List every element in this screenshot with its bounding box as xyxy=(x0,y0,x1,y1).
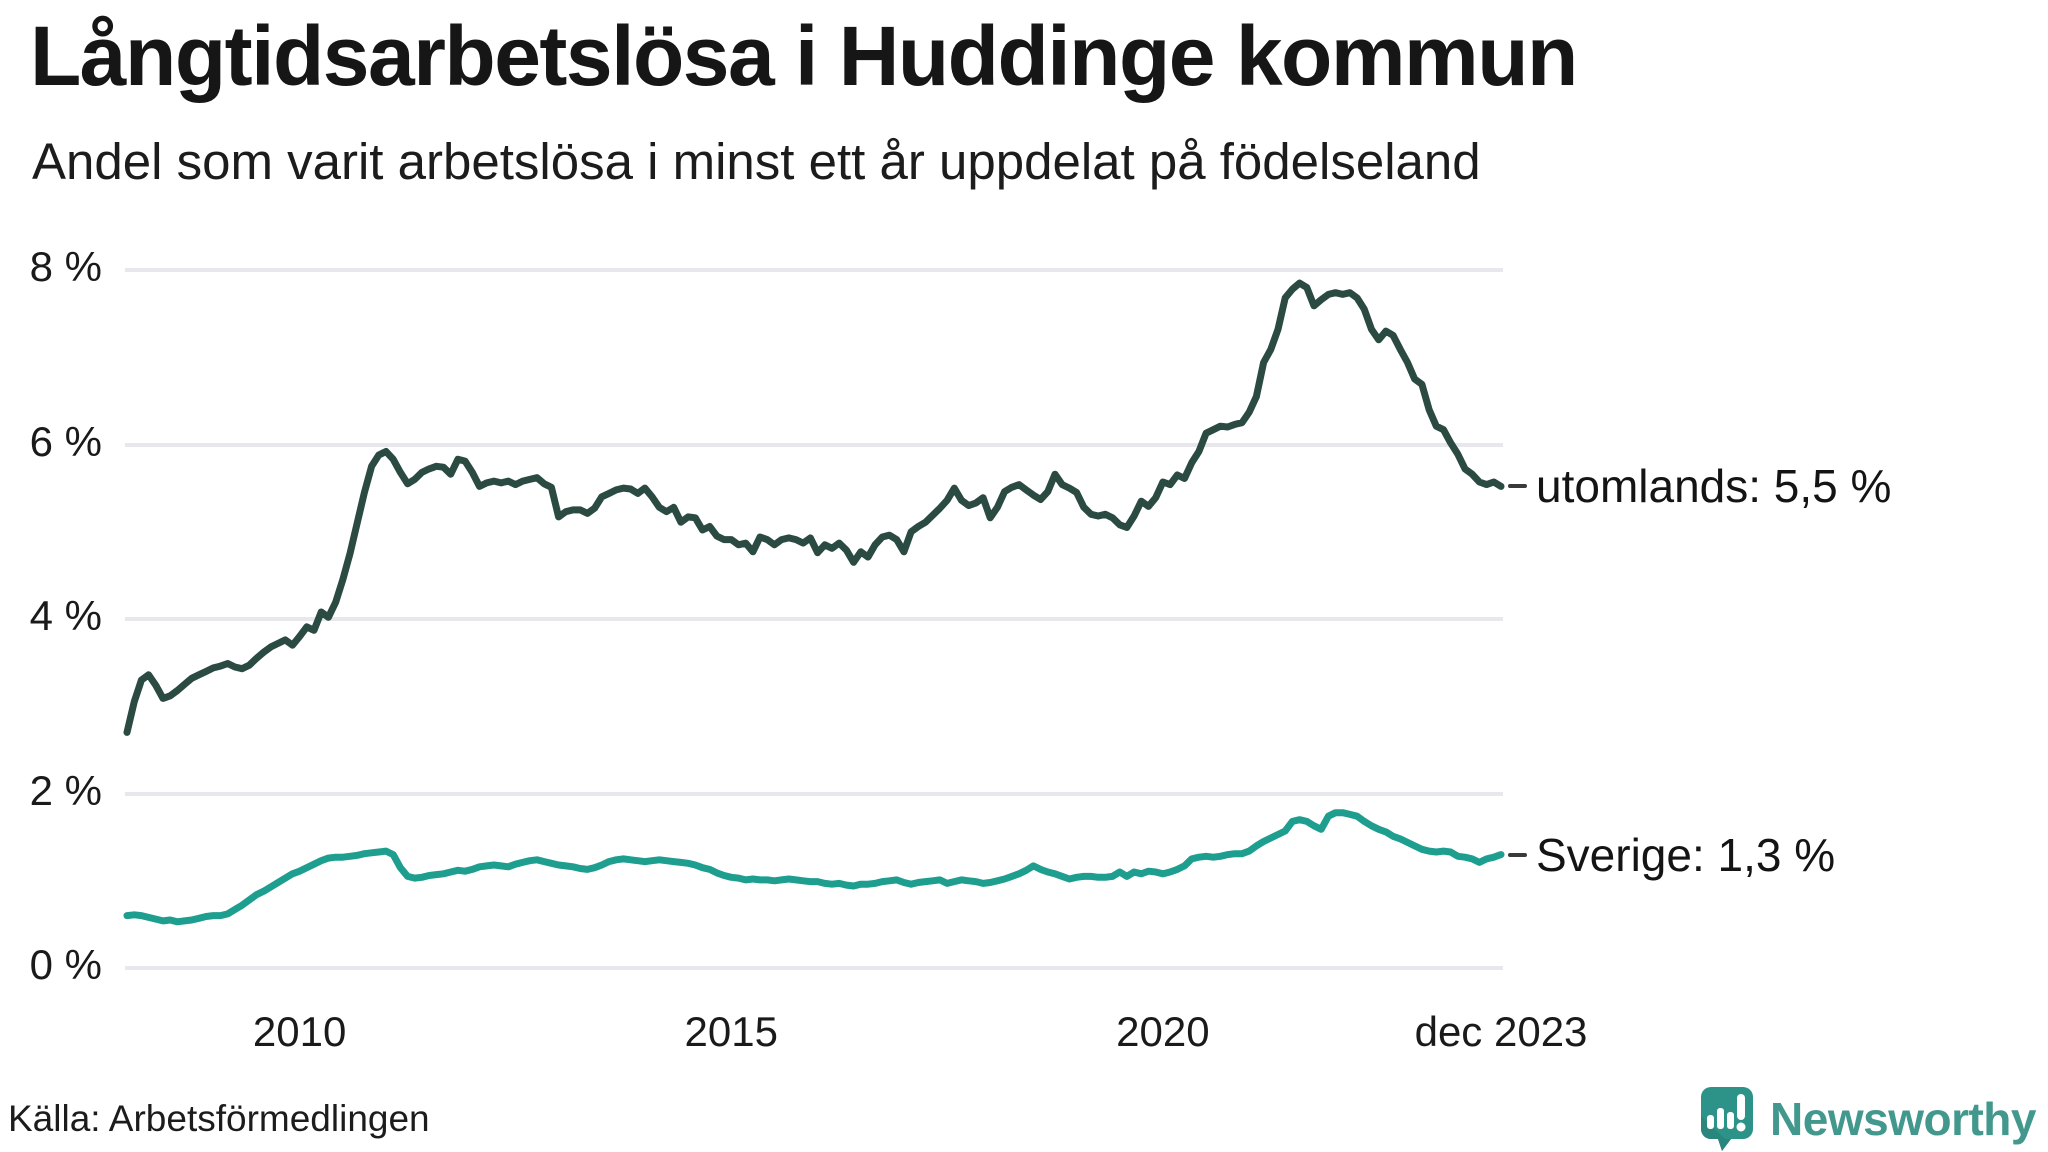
y-axis-label: 0 % xyxy=(29,941,102,988)
source-caption: Källa: Arbetsförmedlingen xyxy=(8,1098,430,1139)
gridline xyxy=(125,791,1503,796)
end-label-dash xyxy=(1508,852,1527,857)
sverige-end-label-text: Sverige: 1,3 % xyxy=(1536,828,1836,881)
page-title: Långtidsarbetslösa i Huddinge kommun xyxy=(30,9,1578,103)
newsworthy-speech-bubble-chart-icon xyxy=(1701,1087,1754,1151)
end-label-dash xyxy=(1508,484,1527,489)
newsworthy-logo-text: Newsworthy xyxy=(1770,1093,2036,1145)
gridline xyxy=(125,966,1503,970)
sverige-line xyxy=(123,809,1505,926)
utomlands-line xyxy=(123,279,1505,736)
x-axis-label: 2010 xyxy=(252,1008,347,1055)
x-axis-label: 2015 xyxy=(684,1008,778,1055)
gridline xyxy=(125,442,1503,447)
y-axis-label: 4 % xyxy=(29,592,102,639)
x-axis-label: 2020 xyxy=(1116,1008,1210,1055)
newsworthy-logo[interactable]: Newsworthy xyxy=(1698,1086,2036,1152)
utomlands-end-label: utomlands: 5,5 % xyxy=(1508,458,1891,514)
gridline xyxy=(125,617,1503,621)
chart-subtitle: Andel som varit arbetslösa i minst ett å… xyxy=(32,133,1481,190)
y-axis-label: 2 % xyxy=(29,766,102,814)
y-axis-label: 6 % xyxy=(29,417,102,465)
utomlands-end-label-text: utomlands: 5,5 % xyxy=(1536,460,1892,513)
x-axis-label: dec 2023 xyxy=(1414,1008,1588,1055)
gridline xyxy=(125,268,1503,272)
sverige-end-label: Sverige: 1,3 % xyxy=(1508,827,1835,883)
y-axis-label: 8 % xyxy=(29,243,102,290)
